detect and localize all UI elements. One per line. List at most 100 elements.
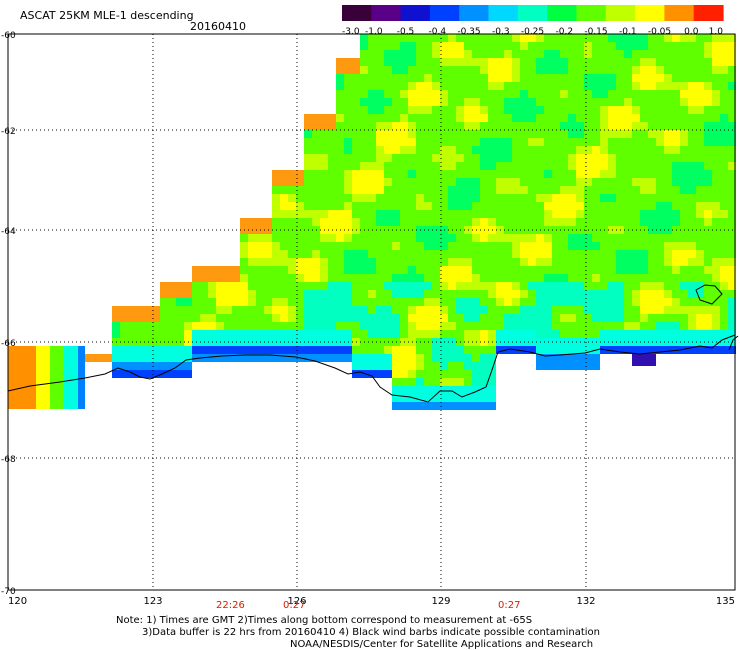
colorbar-label: 0.0 (684, 27, 699, 35)
data-cell (392, 322, 400, 330)
data-cell (624, 162, 632, 170)
data-cell (440, 362, 448, 370)
data-cell (480, 74, 488, 82)
data-cell (336, 106, 344, 114)
data-cell (528, 210, 536, 218)
data-cell (680, 90, 688, 98)
data-cell (328, 298, 336, 306)
data-cell (448, 178, 456, 186)
data-cell (568, 122, 576, 130)
data-cell (416, 274, 424, 282)
data-cell (496, 314, 504, 322)
data-cell (152, 314, 160, 322)
note-line-3: NOAA/NESDIS/Center for Satellite Applica… (290, 639, 594, 650)
data-cell (592, 354, 600, 362)
colorbar-label: -0.05 (648, 27, 671, 35)
data-cell (376, 186, 384, 194)
data-cell (336, 162, 344, 170)
data-cell (296, 178, 304, 186)
data-cell (464, 394, 472, 402)
data-cell (672, 306, 680, 314)
data-cell (584, 210, 592, 218)
data-cell (464, 202, 472, 210)
data-cell (576, 202, 584, 210)
data-cell (408, 402, 416, 410)
data-cell (680, 274, 688, 282)
data-cell (368, 346, 376, 354)
data-cell (472, 234, 480, 242)
data-cell (464, 74, 472, 82)
data-cell (632, 74, 640, 82)
data-cell (488, 202, 496, 210)
data-cell (384, 322, 392, 330)
data-cell (344, 122, 352, 130)
data-cell (464, 90, 472, 98)
data-cell (552, 250, 560, 258)
data-cell (576, 258, 584, 266)
data-cell (640, 74, 648, 82)
colorbar-label: -0.1 (619, 27, 637, 35)
data-cell (456, 74, 464, 82)
data-cell (360, 258, 368, 266)
data-cell (368, 42, 376, 50)
data-cell (136, 370, 144, 378)
data-cell (376, 122, 384, 130)
data-cell (464, 322, 472, 330)
data-cell (472, 210, 480, 218)
data-cell (688, 122, 696, 130)
data-cell (520, 154, 528, 162)
data-cell (272, 346, 280, 354)
data-cell (144, 322, 152, 330)
data-cell (432, 346, 440, 354)
data-cell (664, 154, 672, 162)
data-cell (376, 250, 384, 258)
data-cell (344, 58, 352, 66)
data-cell (368, 202, 376, 210)
data-cell (256, 290, 264, 298)
data-cell (472, 370, 480, 378)
data-cell (112, 370, 120, 378)
data-cell (272, 354, 280, 362)
data-cell (376, 74, 384, 82)
data-cell (696, 106, 704, 114)
data-cell (448, 122, 456, 130)
data-cell (600, 66, 608, 74)
data-cell (520, 202, 528, 210)
data-cell (584, 42, 592, 50)
data-cell (368, 330, 376, 338)
data-cell (528, 82, 536, 90)
data-cell (288, 306, 296, 314)
data-cell (704, 66, 712, 74)
data-cell (8, 367, 15, 374)
data-cell (256, 266, 264, 274)
data-cell (528, 202, 536, 210)
data-cell (360, 274, 368, 282)
data-cell (592, 234, 600, 242)
data-cell (448, 386, 456, 394)
data-cell (392, 122, 400, 130)
data-cell (624, 314, 632, 322)
data-cell (29, 381, 36, 388)
data-cell (280, 186, 288, 194)
data-cell (432, 138, 440, 146)
data-cell (29, 360, 36, 367)
data-cell (544, 194, 552, 202)
data-cell (432, 266, 440, 274)
data-cell (560, 154, 568, 162)
data-cell (560, 290, 568, 298)
data-cell (168, 346, 176, 354)
data-cell (520, 138, 528, 146)
data-cell (392, 370, 400, 378)
data-cell (328, 146, 336, 154)
data-cell (264, 330, 272, 338)
data-cell (336, 354, 344, 362)
data-cell (224, 354, 232, 362)
data-cell (368, 58, 376, 66)
data-cell (712, 250, 720, 258)
data-cell (680, 58, 688, 66)
data-cell (472, 386, 480, 394)
data-cell (336, 122, 344, 130)
data-cell (560, 314, 568, 322)
data-cell (440, 378, 448, 386)
